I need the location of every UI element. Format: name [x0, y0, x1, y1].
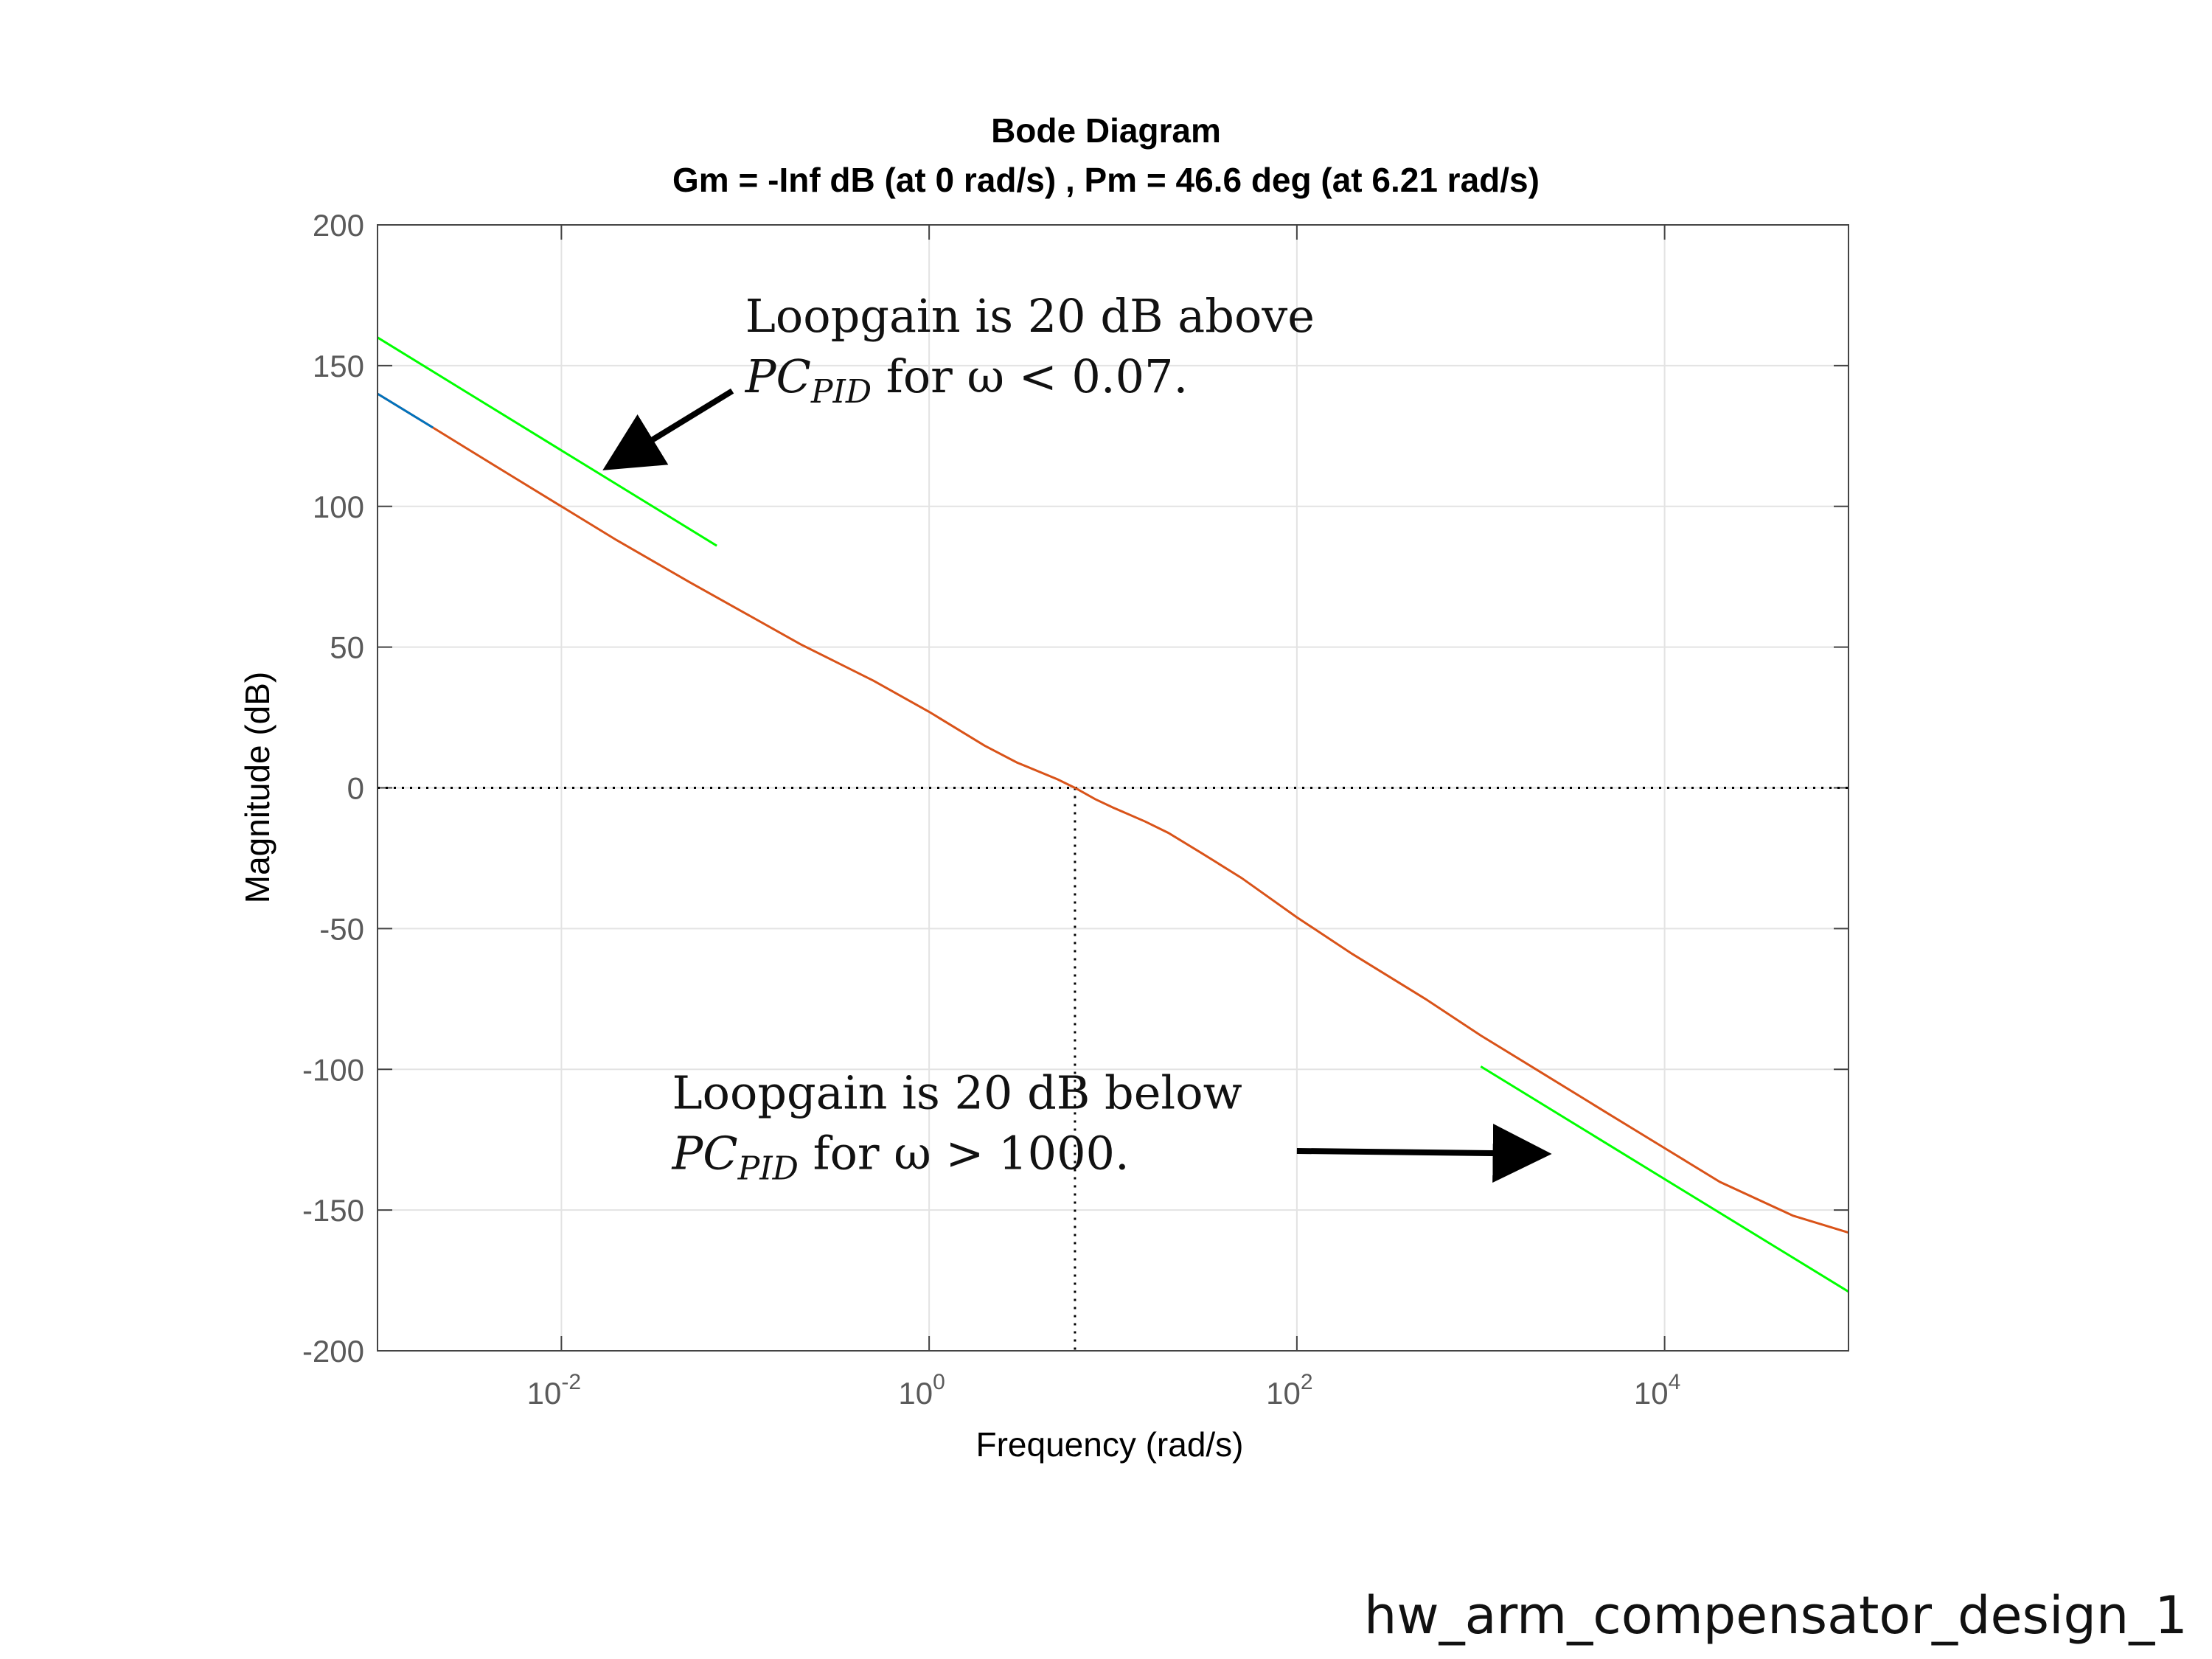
y-tick-labels: 200 150 100 50 0 -50 -100 -150 -200: [302, 208, 364, 1368]
y-tick-label: -150: [302, 1193, 364, 1228]
y-tick-label: -50: [319, 911, 364, 946]
x-axis-label: Frequency (rad/s): [975, 1425, 1243, 1464]
x-tick-label: 10-2: [527, 1370, 581, 1411]
annotation-above-line2: PCPID for ω < 0.07.: [745, 349, 1188, 411]
plot-frame: [377, 224, 1849, 1352]
x-tick-exponent: 4: [1669, 1370, 1681, 1394]
series-line-loopgain: [378, 392, 1848, 1234]
x-tick-base: 10: [898, 1376, 933, 1411]
annotation-above-pc: PC: [745, 349, 811, 403]
annotation-below-rest: for ω > 1000.: [799, 1127, 1130, 1180]
x-tick-exponent: -2: [561, 1370, 581, 1394]
annotation-above-rest: for ω < 0.07.: [872, 349, 1188, 403]
annotation-above-line1: Loopgain is 20 dB above: [745, 289, 1315, 343]
y-tick-label: -100: [302, 1052, 364, 1087]
y-tick-label: 50: [330, 630, 364, 665]
y-tick-label: 0: [347, 771, 364, 806]
annotation-above-arrow: [602, 388, 734, 470]
x-tick-base: 10: [1634, 1376, 1669, 1411]
annotation-below-line1: Loopgain is 20 dB below: [672, 1066, 1242, 1120]
chart-title: Bode Diagram: [991, 111, 1221, 150]
annotation-above-subscript: PID: [810, 373, 872, 411]
series-line-upper_bound: [378, 336, 717, 547]
y-tick-label: -200: [302, 1334, 364, 1368]
x-tick-label: 104: [1634, 1370, 1680, 1411]
series-line-pc_pid_low: [378, 392, 434, 429]
annotation-below-pc: PC: [672, 1127, 738, 1180]
x-tick-exponent: 2: [1301, 1370, 1313, 1394]
series-line-lower_bound: [1480, 1065, 1848, 1293]
x-tick-base: 10: [1266, 1376, 1301, 1411]
x-tick-labels: 10-2 100 102 104: [527, 1370, 1681, 1411]
x-tick-label: 102: [1266, 1370, 1312, 1411]
x-tick-exponent: 0: [933, 1370, 945, 1394]
y-tick-label: 200: [313, 208, 364, 243]
figure-caption: hw_arm_compensator_design_1: [1364, 1585, 2188, 1646]
y-tick-label: 150: [313, 349, 364, 383]
y-tick-label: 100: [313, 490, 364, 524]
y-axis-label: Magnitude (dB): [238, 672, 276, 904]
annotation-below-arrow: [1296, 1124, 1552, 1183]
annotation-below-line2: PCPID for ω > 1000.: [672, 1127, 1130, 1188]
series-lines: [378, 336, 1848, 1293]
annotation-below-subscript: PID: [737, 1150, 799, 1188]
x-tick-base: 10: [527, 1376, 562, 1411]
reference-lines: [378, 787, 1848, 1351]
x-tick-label: 100: [898, 1370, 945, 1411]
chart-subtitle: Gm = -Inf dB (at 0 rad/s) , Pm = 46.6 de…: [672, 161, 1540, 199]
